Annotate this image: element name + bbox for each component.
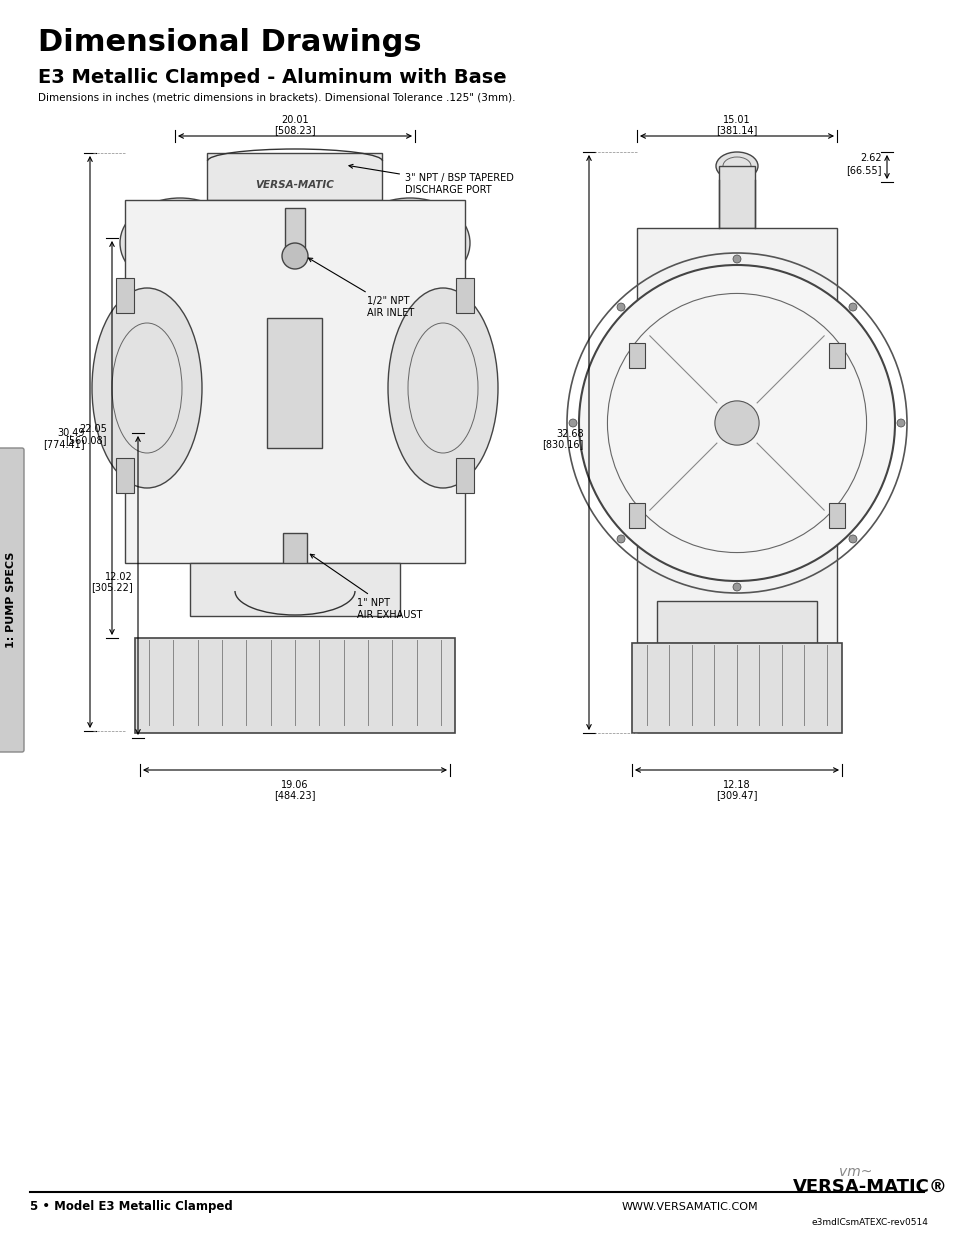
Circle shape (578, 266, 894, 580)
Text: 3" NPT / BSP TAPERED
DISCHARGE PORT: 3" NPT / BSP TAPERED DISCHARGE PORT (349, 164, 514, 195)
Ellipse shape (350, 198, 470, 288)
Circle shape (896, 419, 904, 427)
Text: [560.08]: [560.08] (66, 435, 107, 445)
Circle shape (568, 419, 577, 427)
Bar (456, 458, 474, 493)
Bar (456, 278, 474, 312)
Bar (283, 534, 307, 571)
FancyBboxPatch shape (0, 448, 24, 752)
Text: Dimensions in inches (metric dimensions in brackets). Dimensional Tolerance .125: Dimensions in inches (metric dimensions … (38, 91, 515, 103)
Text: 1/2" NPT
AIR INLET: 1/2" NPT AIR INLET (308, 258, 414, 317)
Text: [830.16]: [830.16] (542, 440, 583, 450)
Text: 32.68: 32.68 (556, 429, 583, 438)
Ellipse shape (91, 288, 202, 488)
Text: [305.22]: [305.22] (91, 583, 132, 593)
Text: [508.23]: [508.23] (274, 125, 315, 135)
Text: 30.49: 30.49 (57, 429, 85, 438)
Text: 2.62: 2.62 (860, 153, 882, 163)
Text: 12.02: 12.02 (105, 572, 132, 582)
Bar (657, 601, 816, 643)
Bar (637, 228, 836, 643)
Ellipse shape (120, 198, 240, 288)
Bar (631, 643, 841, 734)
Circle shape (732, 254, 740, 263)
Text: [309.47]: [309.47] (716, 790, 757, 800)
Bar (116, 458, 133, 493)
Bar (828, 503, 844, 529)
Text: 15.01: 15.01 (722, 115, 750, 125)
Text: WWW.VERSAMATIC.COM: WWW.VERSAMATIC.COM (621, 1202, 758, 1212)
Text: VERSA-MATIC: VERSA-MATIC (255, 180, 335, 190)
Ellipse shape (388, 288, 497, 488)
Text: 1" NPT
AIR EXHAUST: 1" NPT AIR EXHAUST (310, 555, 422, 620)
Bar (208, 153, 382, 200)
Text: E3 Metallic Clamped - Aluminum with Base: E3 Metallic Clamped - Aluminum with Base (38, 68, 506, 86)
Text: 22.05: 22.05 (79, 424, 107, 433)
Circle shape (732, 583, 740, 592)
Bar (190, 563, 399, 616)
Circle shape (848, 535, 856, 543)
Circle shape (617, 303, 624, 311)
Bar (116, 278, 133, 312)
Text: VERSA-MATIC®: VERSA-MATIC® (792, 1178, 946, 1195)
Text: vm~: vm~ (839, 1165, 872, 1179)
Circle shape (714, 401, 759, 445)
Text: 20.01: 20.01 (281, 115, 309, 125)
Text: Dimensional Drawings: Dimensional Drawings (38, 28, 421, 57)
Bar (828, 343, 844, 368)
Text: [381.14]: [381.14] (716, 125, 757, 135)
Text: 1: PUMP SPECS: 1: PUMP SPECS (6, 552, 16, 648)
Bar (628, 503, 644, 529)
Text: 12.18: 12.18 (722, 781, 750, 790)
Text: [774.41]: [774.41] (43, 438, 85, 450)
Text: e3mdlCsmATEXC-rev0514: e3mdlCsmATEXC-rev0514 (811, 1218, 927, 1228)
Bar (125, 200, 464, 563)
Bar (719, 165, 754, 228)
Circle shape (617, 535, 624, 543)
Text: [66.55]: [66.55] (845, 165, 882, 175)
Bar (135, 638, 455, 734)
Bar (628, 343, 644, 368)
Ellipse shape (716, 152, 758, 180)
Text: 5 • Model E3 Metallic Clamped: 5 • Model E3 Metallic Clamped (30, 1200, 233, 1214)
Circle shape (848, 303, 856, 311)
Circle shape (282, 243, 308, 269)
Text: 19.06: 19.06 (281, 781, 309, 790)
Text: [484.23]: [484.23] (274, 790, 315, 800)
Bar (267, 317, 322, 448)
Bar (285, 207, 305, 263)
